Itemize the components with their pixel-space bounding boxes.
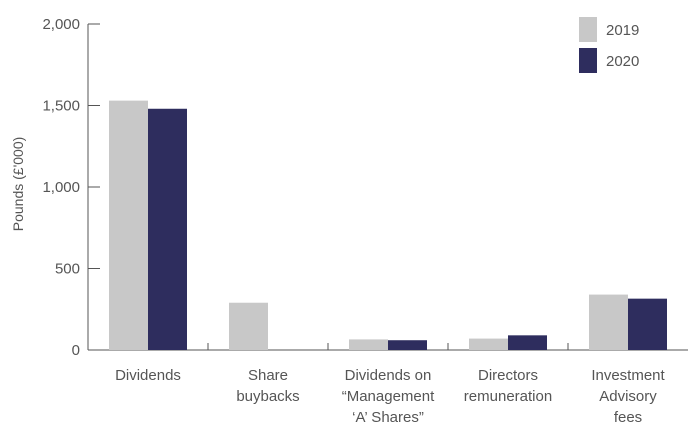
category-label: Directors remuneration	[464, 367, 552, 405]
y-tick-label: 0	[72, 342, 80, 359]
bar-2020-0	[148, 108, 187, 350]
bar-2019-1	[229, 302, 268, 350]
legend-swatch-2019	[579, 17, 597, 42]
y-tick-label: 2,000	[42, 16, 80, 33]
y-tick-label: 1,500	[42, 98, 80, 115]
legend: 2019 2020	[579, 17, 639, 73]
y-tick-label: 500	[55, 261, 80, 278]
bar-2019-2	[349, 339, 388, 350]
bar-2020-2	[388, 340, 427, 350]
bar-2019-0	[109, 100, 148, 350]
legend-label: 2020	[606, 53, 639, 70]
bar-2020-3	[508, 335, 547, 350]
legend-label: 2019	[606, 22, 639, 39]
category-label: Share buybacks	[236, 367, 299, 405]
category-label: Dividends on “Management ‘A’ Shares”	[342, 367, 435, 425]
bar-2019-3	[469, 338, 508, 350]
legend-swatch-2020	[579, 48, 597, 73]
bar-2019-4	[589, 294, 628, 350]
y-tick-label: 1,000	[42, 179, 80, 196]
category-label: Dividends	[115, 367, 181, 384]
y-axis-title: Pounds (£'000)	[10, 137, 26, 232]
bars	[109, 100, 667, 350]
x-axis: Dividends Share buybacks Dividends on “Manag…	[88, 343, 688, 425]
y-axis: 0 500 1,000 1,500 2,000	[42, 16, 100, 359]
bar-2020-4	[628, 298, 667, 350]
category-label: Investment Advisory fees	[591, 367, 665, 425]
